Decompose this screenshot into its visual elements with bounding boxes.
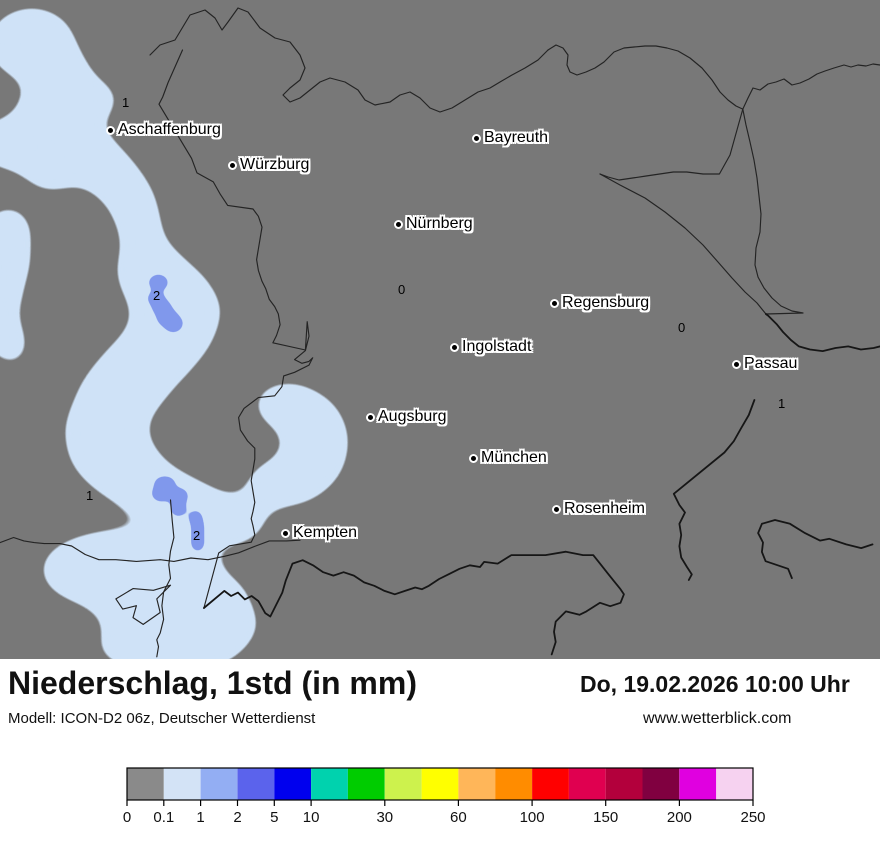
svg-text:30: 30 — [376, 809, 393, 826]
svg-text:60: 60 — [450, 809, 467, 826]
svg-text:200: 200 — [667, 809, 692, 826]
svg-text:1: 1 — [196, 809, 204, 826]
svg-text:10: 10 — [303, 809, 320, 826]
svg-text:250: 250 — [740, 809, 765, 826]
svg-text:0.1: 0.1 — [153, 809, 174, 826]
svg-text:5: 5 — [270, 809, 278, 826]
svg-text:150: 150 — [593, 809, 618, 826]
svg-text:100: 100 — [520, 809, 545, 826]
svg-text:0: 0 — [123, 809, 131, 826]
svg-text:2: 2 — [233, 809, 241, 826]
